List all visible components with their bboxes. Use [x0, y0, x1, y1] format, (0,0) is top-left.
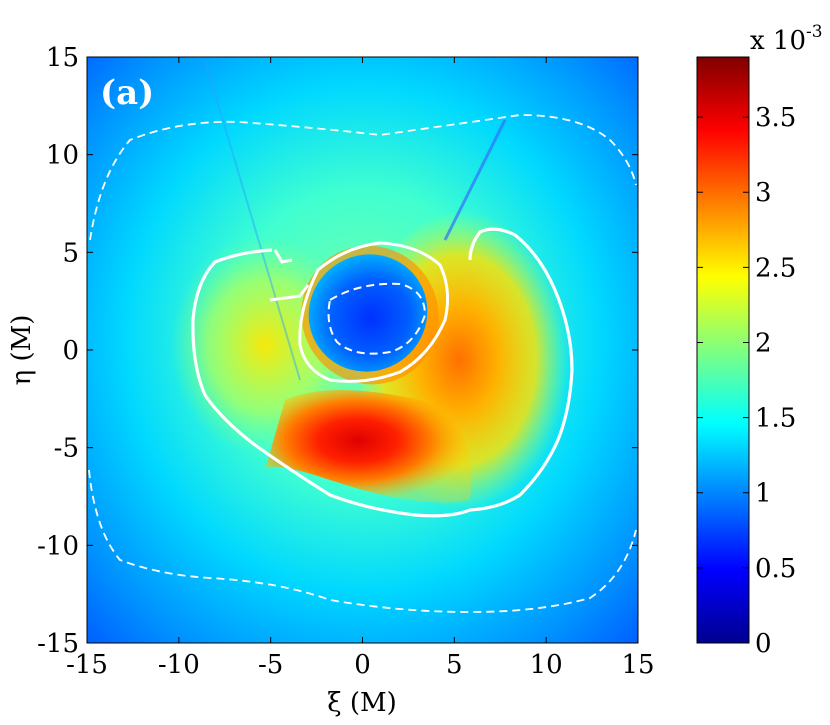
contour-lower-dashed [88, 469, 637, 613]
y-tick-label: -15 [37, 629, 79, 659]
x-tick-label: 5 [446, 650, 463, 680]
colorbar-ticks: 0 0.5 1 1.5 2 2.5 3 3.5 [697, 103, 796, 659]
contour-inner-dashed [327, 282, 427, 355]
contour-upper-dashed [89, 114, 637, 241]
contour-inner-ring-solid [298, 241, 450, 383]
x-tick-label: 15 [621, 650, 654, 680]
colorbar-multiplier-base: x 10 [750, 26, 806, 56]
colorbar-tick-label: 2.5 [755, 253, 796, 283]
y-tick-label: -5 [54, 434, 79, 464]
y-tick-label: 10 [46, 141, 79, 171]
y-tick-label: 0 [62, 336, 79, 366]
heatmap-hot-bottom-lobe [265, 390, 472, 503]
colorbar-tick-label: 0.5 [755, 554, 796, 584]
x-axis-label: ξ (M) [327, 688, 397, 718]
contour-fragment [269, 284, 310, 302]
colorbar-tick-label: 1 [755, 479, 772, 509]
colorbar-multiplier: x 10-3 [750, 22, 823, 56]
heatmap-artifact-line [443, 119, 507, 241]
colorbar-tick-label: 1.5 [755, 404, 796, 434]
colorbar-tick-label: 3.5 [755, 103, 796, 133]
colorbar-multiplier-exponent: -3 [806, 22, 823, 42]
colorbar-tick-label: 3 [755, 178, 772, 208]
x-tick-label: -10 [158, 650, 200, 680]
y-tick-label: 5 [62, 238, 79, 268]
heatmap-artifact-line [204, 59, 301, 381]
x-tick-label: 10 [530, 650, 563, 680]
y-axis-label: η (M) [7, 315, 37, 386]
contour-lines [88, 114, 637, 613]
x-axis-ticks: -15 -10 -5 0 5 10 15 [66, 57, 655, 680]
contour-fragment [273, 249, 293, 264]
y-tick-label: 15 [46, 43, 79, 73]
heatmap-image [87, 57, 638, 643]
x-tick-label: -5 [258, 650, 283, 680]
colorbar-tick-label: 2 [755, 328, 772, 358]
x-tick-label: -15 [66, 650, 108, 680]
y-axis-ticks: -15 -10 -5 0 5 10 15 [37, 43, 638, 659]
panel-label: (a) [100, 73, 154, 113]
x-tick-label: 0 [354, 650, 371, 680]
colorbar [696, 56, 750, 644]
contour-outer-solid [191, 227, 574, 518]
y-tick-label: -10 [37, 531, 79, 561]
colorbar-tick-label: 0 [755, 629, 772, 659]
